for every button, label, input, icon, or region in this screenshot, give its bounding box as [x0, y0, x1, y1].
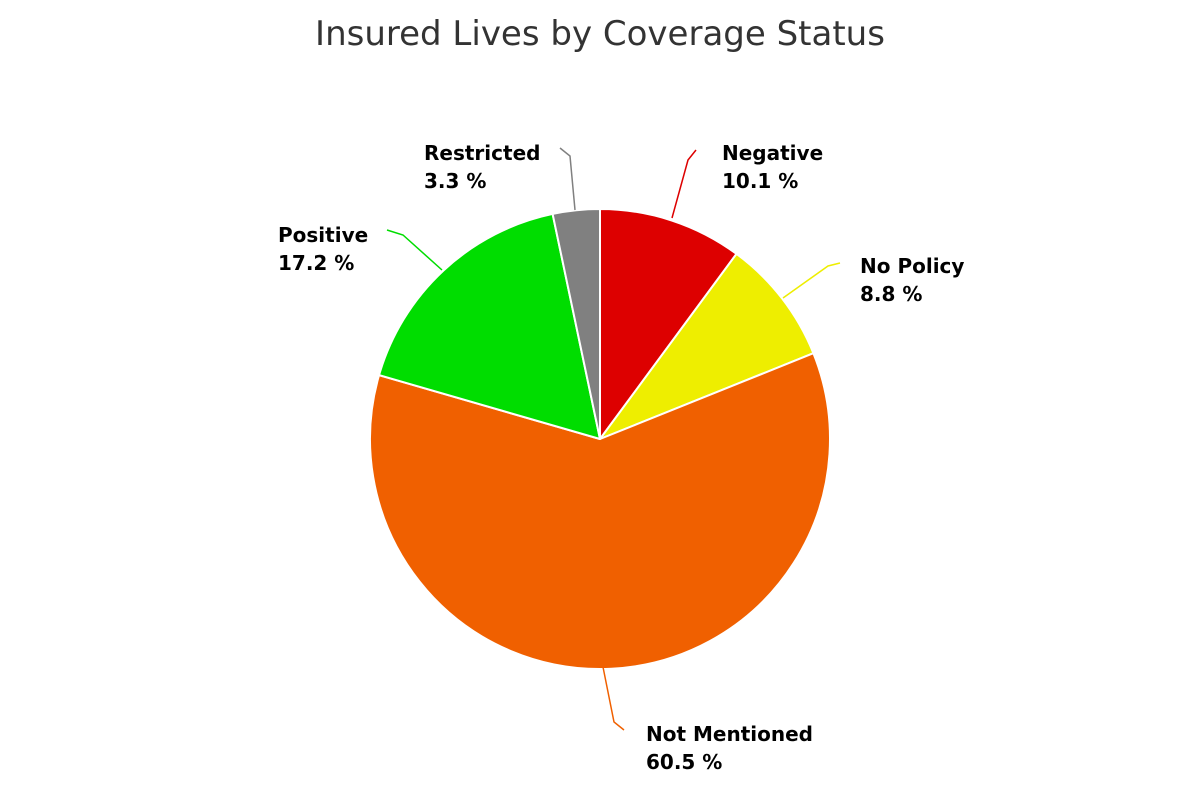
- slice-value-negative: 10.1 %: [722, 169, 798, 193]
- connector-negative: [671, 149, 697, 219]
- slice-value-not-mentioned: 60.5 %: [646, 750, 722, 774]
- slice-value-restricted: 3.3 %: [424, 169, 486, 193]
- pie-slice-restricted[interactable]: [551, 208, 601, 440]
- chart-title: Insured Lives by Coverage Status: [315, 14, 885, 54]
- connector-positive: [386, 229, 443, 271]
- pie-slice-no-policy[interactable]: [599, 252, 815, 440]
- slice-label-negative: Negative: [722, 141, 823, 165]
- slice-label-positive: Positive: [278, 223, 368, 247]
- connector-restricted: [559, 147, 576, 211]
- pie-slice-positive[interactable]: [378, 212, 601, 440]
- slice-label-no-policy: No Policy: [860, 254, 964, 278]
- slice-value-positive: 17.2 %: [278, 251, 354, 275]
- slice-label-restricted: Restricted: [424, 141, 540, 165]
- slice-value-no-policy: 8.8 %: [860, 282, 922, 306]
- pie-slice-not-mentioned[interactable]: [369, 352, 831, 671]
- slice-label-not-mentioned: Not Mentioned: [646, 722, 813, 746]
- pie-slice-negative[interactable]: [599, 208, 738, 440]
- connector-no-policy: [782, 262, 841, 299]
- connector-not-mentioned: [602, 666, 625, 731]
